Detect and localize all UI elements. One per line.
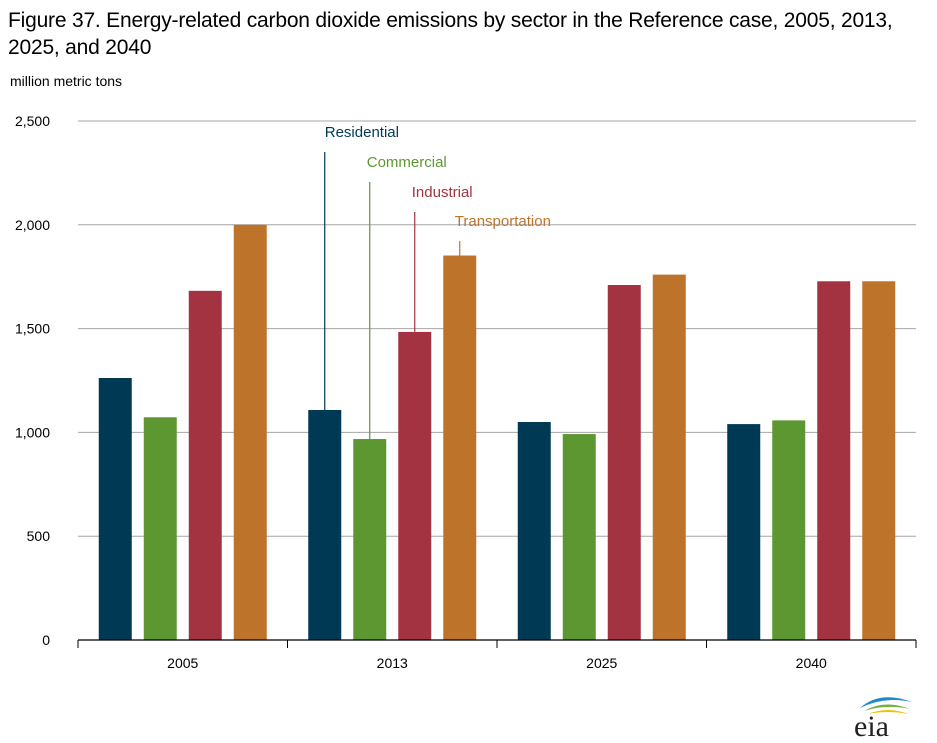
x-tick-label: 2005 [167, 655, 198, 671]
bar-residential-2005 [98, 378, 132, 640]
logo-text: eia [854, 710, 889, 740]
bar-commercial-2005 [143, 417, 177, 640]
legend-label-commercial: Commercial [367, 154, 447, 171]
y-tick-label: 1,500 [15, 321, 50, 337]
y-tick-label: 0 [42, 632, 50, 648]
bar-commercial-2040 [772, 420, 806, 640]
y-tick-label: 2,000 [15, 217, 50, 233]
x-tick-label: 2013 [377, 655, 408, 671]
y-tick-label: 2,500 [15, 113, 50, 129]
logo-swoosh-yellow [868, 710, 908, 714]
legend-label-industrial: Industrial [412, 184, 473, 201]
logo-swoosh-blue [860, 697, 912, 708]
eia-logo: eia [854, 697, 912, 740]
bar-industrial-2040 [817, 281, 851, 640]
bar-residential-2025 [517, 422, 551, 640]
bar-transportation-2025 [652, 274, 686, 640]
x-axis: 2005 2013 2025 2040 [77, 639, 917, 671]
legend-label-transportation: Transportation [455, 213, 551, 230]
y-axis-units-label: million metric tons [10, 73, 123, 89]
bars [98, 224, 896, 641]
bar-commercial-2025 [562, 434, 596, 640]
bar-industrial-2005 [188, 290, 222, 640]
bar-transportation-2005 [233, 224, 267, 641]
legend-label-residential: Residential [325, 124, 399, 141]
chart-title: Figure 37. Energy-related carbon dioxide… [8, 9, 893, 59]
bar-commercial-2013 [353, 439, 387, 640]
bar-industrial-2013 [398, 331, 432, 640]
y-axis-ticks: 0 500 1,000 1,500 2,000 2,500 [15, 113, 50, 648]
logo-swoosh-green [864, 704, 910, 711]
legend-leader-lines: Residential Commercial Industrial Transport… [324, 124, 551, 440]
bar-industrial-2025 [607, 285, 641, 640]
x-tick-label: 2040 [796, 655, 827, 671]
y-tick-label: 1,000 [15, 424, 50, 440]
bar-transportation-2040 [862, 281, 896, 640]
x-tick-label: 2025 [586, 655, 617, 671]
bar-residential-2013 [308, 409, 342, 640]
bar-residential-2040 [727, 424, 761, 640]
y-tick-label: 500 [27, 528, 51, 544]
bar-transportation-2013 [443, 255, 477, 641]
